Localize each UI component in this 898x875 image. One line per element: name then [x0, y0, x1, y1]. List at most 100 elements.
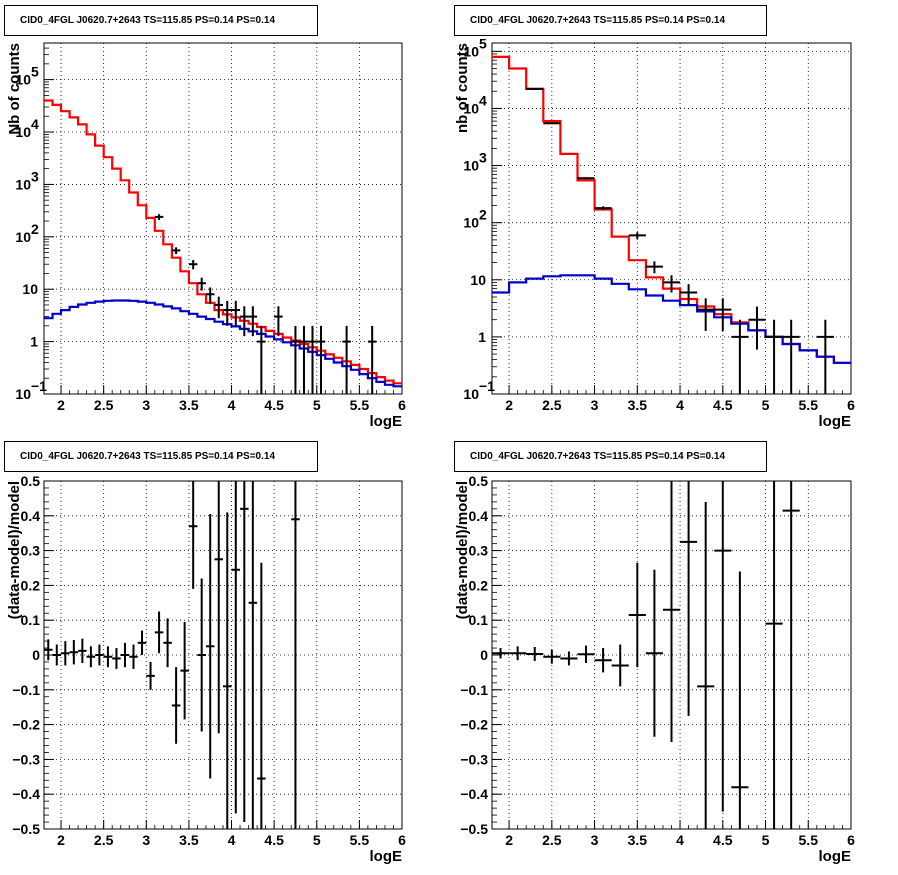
x-tick-label: 4 — [676, 397, 684, 413]
y-tick-label: 0.3 — [21, 543, 41, 559]
y-tick-label: −0.4 — [460, 786, 488, 802]
y-tick-label: 10 — [15, 386, 31, 402]
x-tick-label: 5.5 — [350, 397, 370, 413]
x-tick-label: 3.5 — [628, 832, 648, 848]
y-tick-label: 10 — [22, 281, 38, 297]
y-tick-label: −0.2 — [460, 717, 488, 733]
y-tick-label: −0.4 — [12, 786, 40, 802]
title-box — [454, 5, 767, 36]
y-tick-label: −0.1 — [12, 682, 40, 698]
x-tick-label: 5.5 — [799, 397, 819, 413]
background-model-line — [492, 274, 851, 364]
y-tick-label: 10 — [470, 272, 486, 288]
y-tick-exponent: 3 — [31, 168, 39, 184]
chart-panel-1: CID0_4FGL J0620.7+2643 TS=115.85 PS=0.14… — [4, 5, 406, 430]
x-axis-label: logE — [370, 848, 403, 865]
x-tick-label: 3 — [142, 832, 150, 848]
y-tick-label: 10 — [15, 124, 31, 140]
x-tick-label: 6 — [847, 397, 855, 413]
y-tick-label: 0.1 — [469, 612, 489, 628]
x-tick-label: 5 — [762, 832, 770, 848]
y-axis-label: Nb of counts — [6, 43, 23, 135]
y-tick-label: −0.1 — [460, 682, 488, 698]
y-axis-label: (data-model)/model — [6, 481, 23, 619]
x-tick-label: 2 — [57, 397, 65, 413]
y-tick-label: −0.3 — [12, 751, 40, 767]
x-tick-label: 2.5 — [94, 397, 114, 413]
y-tick-exponent: −1 — [31, 378, 47, 394]
y-tick-label: 0.2 — [469, 577, 489, 593]
y-tick-label: 10 — [463, 386, 479, 402]
y-tick-exponent: 4 — [479, 92, 487, 108]
title-box — [454, 441, 767, 472]
y-tick-label: 0.5 — [469, 473, 489, 489]
x-tick-label: 4.5 — [264, 397, 284, 413]
x-tick-label: 3 — [591, 397, 599, 413]
x-tick-label: 2.5 — [94, 832, 114, 848]
x-tick-label: 4.5 — [264, 832, 284, 848]
y-tick-exponent: 5 — [31, 64, 39, 80]
y-tick-label: 0.4 — [21, 508, 41, 524]
chart-title: CID0_4FGL J0620.7+2643 TS=115.85 PS=0.14… — [470, 15, 725, 26]
x-tick-label: 3 — [591, 832, 599, 848]
plot-frame — [491, 42, 852, 395]
y-tick-label: −0.5 — [460, 821, 488, 837]
chart-title: CID0_4FGL J0620.7+2643 TS=115.85 PS=0.14… — [470, 451, 725, 462]
model-total-line — [44, 99, 402, 385]
x-tick-label: 6 — [847, 832, 855, 848]
x-tick-label: 5 — [313, 397, 321, 413]
y-tick-label: 10 — [463, 43, 479, 59]
y-tick-exponent: −1 — [479, 378, 495, 394]
chart-panel-4: CID0_4FGL J0620.7+2643 TS=115.85 PS=0.14… — [454, 441, 855, 865]
x-tick-label: 2 — [57, 832, 65, 848]
y-tick-label: 0.5 — [21, 473, 41, 489]
y-tick-label: 1 — [478, 329, 486, 345]
x-tick-label: 5 — [762, 397, 770, 413]
x-tick-label: 3.5 — [179, 397, 199, 413]
y-tick-label: 10 — [15, 176, 31, 192]
y-tick-label: 0.2 — [21, 577, 41, 593]
y-tick-label: −0.2 — [12, 717, 40, 733]
background-model-line — [44, 299, 402, 388]
y-tick-label: 1 — [30, 334, 38, 350]
y-tick-label: −0.5 — [12, 821, 40, 837]
x-tick-label: 6 — [398, 832, 406, 848]
y-axis-label: (data-model)/model — [454, 481, 471, 619]
title-box — [4, 5, 318, 36]
x-tick-label: 2 — [505, 397, 513, 413]
x-tick-label: 5.5 — [799, 832, 819, 848]
x-tick-label: 4 — [228, 397, 236, 413]
x-tick-label: 2.5 — [542, 832, 562, 848]
y-tick-label: 10 — [463, 100, 479, 116]
x-tick-label: 4 — [228, 832, 236, 848]
y-tick-exponent: 4 — [31, 116, 39, 132]
x-tick-label: 3 — [142, 397, 150, 413]
y-tick-label: 10 — [15, 72, 31, 88]
x-tick-label: 3.5 — [179, 832, 199, 848]
y-tick-label: 10 — [463, 215, 479, 231]
x-axis-label: logE — [819, 413, 852, 430]
y-tick-label: 10 — [463, 158, 479, 174]
x-tick-label: 4 — [676, 832, 684, 848]
y-axis-label: nb of counts — [454, 43, 471, 133]
y-tick-exponent: 2 — [31, 221, 39, 237]
chart-title: CID0_4FGL J0620.7+2643 TS=115.85 PS=0.14… — [20, 15, 275, 26]
x-tick-label: 4.5 — [713, 397, 733, 413]
y-tick-label: 0.3 — [469, 543, 489, 559]
y-tick-label: 0 — [32, 647, 40, 663]
x-tick-label: 3.5 — [628, 397, 648, 413]
y-tick-label: 0.4 — [469, 508, 489, 524]
y-tick-exponent: 5 — [479, 35, 487, 51]
x-axis-label: logE — [819, 848, 852, 865]
chart-panel-3: CID0_4FGL J0620.7+2643 TS=115.85 PS=0.14… — [4, 441, 406, 865]
x-axis-label: logE — [370, 413, 403, 430]
y-tick-label: −0.3 — [460, 751, 488, 767]
y-tick-exponent: 2 — [479, 207, 487, 223]
x-tick-label: 2 — [505, 832, 513, 848]
y-tick-label: 0 — [480, 647, 488, 663]
x-tick-label: 6 — [398, 397, 406, 413]
x-tick-label: 5.5 — [350, 832, 370, 848]
y-tick-label: 0.1 — [21, 612, 41, 628]
chart-title: CID0_4FGL J0620.7+2643 TS=115.85 PS=0.14… — [20, 451, 275, 462]
chart-panel-2: CID0_4FGL J0620.7+2643 TS=115.85 PS=0.14… — [454, 5, 855, 430]
